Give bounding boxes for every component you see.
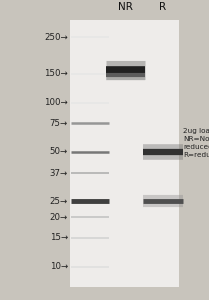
Text: 10→: 10→ — [50, 262, 68, 272]
Text: 15→: 15→ — [50, 233, 68, 242]
Text: 20→: 20→ — [50, 213, 68, 222]
Text: 25→: 25→ — [50, 197, 68, 206]
Bar — [70, 20, 179, 287]
Text: 150→: 150→ — [44, 69, 68, 78]
Text: 250→: 250→ — [44, 33, 68, 42]
Text: 100→: 100→ — [44, 98, 68, 107]
Text: R: R — [159, 2, 167, 12]
Text: 50→: 50→ — [50, 148, 68, 157]
Text: 75→: 75→ — [50, 118, 68, 127]
Text: 2ug loading
NR=Non-
reduced
R=reduced: 2ug loading NR=Non- reduced R=reduced — [183, 128, 209, 158]
Text: 37→: 37→ — [50, 169, 68, 178]
Text: NR: NR — [118, 2, 133, 12]
